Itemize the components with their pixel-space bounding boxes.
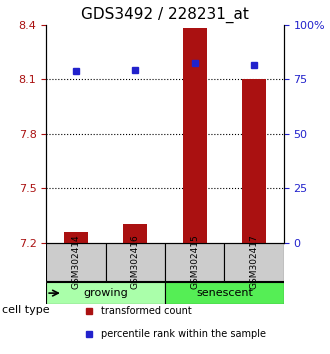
- Bar: [46, 282, 165, 304]
- Bar: [165, 243, 224, 281]
- Bar: [224, 243, 284, 281]
- Text: transformed count: transformed count: [101, 306, 192, 316]
- Bar: [123, 224, 147, 243]
- Text: GSM302415: GSM302415: [190, 235, 199, 289]
- Text: percentile rank within the sample: percentile rank within the sample: [101, 329, 266, 339]
- Bar: [64, 233, 88, 243]
- Text: cell type: cell type: [2, 305, 49, 315]
- Bar: [106, 243, 165, 281]
- Bar: [46, 243, 106, 281]
- Bar: [165, 282, 284, 304]
- Bar: [242, 79, 266, 243]
- Text: growing: growing: [83, 288, 128, 298]
- Text: GSM302417: GSM302417: [249, 235, 259, 289]
- Text: GSM302414: GSM302414: [71, 235, 81, 289]
- Title: GDS3492 / 228231_at: GDS3492 / 228231_at: [81, 7, 249, 23]
- Text: GSM302416: GSM302416: [131, 235, 140, 289]
- Text: senescent: senescent: [196, 288, 253, 298]
- Bar: [183, 28, 207, 243]
